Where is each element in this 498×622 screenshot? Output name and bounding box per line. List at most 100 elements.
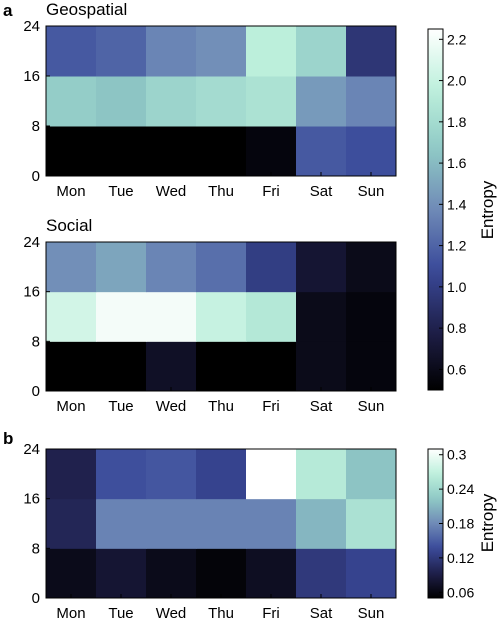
heatmap-social: 0 8 16 24 Mon Tue Wed Thu Fri Sat Sun bbox=[23, 234, 397, 415]
heatmap-cell bbox=[96, 341, 147, 392]
heatmap-cell bbox=[196, 291, 247, 342]
y-tick-label: 0 bbox=[32, 168, 40, 185]
x-tick-label: Sun bbox=[358, 398, 385, 415]
heatmap-cell bbox=[296, 291, 347, 342]
heatmap-cell bbox=[196, 449, 247, 500]
heatmap-cell bbox=[346, 126, 397, 177]
colorbar-a-label: Entropy bbox=[478, 180, 497, 239]
heatmap-cell bbox=[46, 126, 97, 177]
x-tick-label: Wed bbox=[156, 183, 187, 200]
heatmap-cell bbox=[46, 76, 97, 127]
x-tick-label: Thu bbox=[208, 605, 234, 622]
x-tick-label: Thu bbox=[208, 398, 234, 415]
heatmap-cell bbox=[46, 498, 97, 549]
heatmap-cell bbox=[146, 498, 197, 549]
heatmap-cell bbox=[196, 126, 247, 177]
heatmap-cell bbox=[246, 291, 297, 342]
colorbar-tick-label: 0.6 bbox=[447, 361, 467, 377]
colorbar-a: 0.6 0.8 1.0 1.2 1.4 1.6 1.8 2.0 2.2 bbox=[427, 28, 467, 391]
colorbar-tick-label: 1.6 bbox=[447, 155, 467, 171]
x-tick-label: Mon bbox=[56, 183, 85, 200]
x-tick-label: Sun bbox=[358, 605, 385, 622]
heatmap-geospatial: 0 8 16 24 Mon Tue Wed Thu Fri Sat Sun bbox=[23, 18, 397, 200]
heatmap-cell bbox=[246, 126, 297, 177]
colorbar-tick-label: 1.2 bbox=[447, 238, 467, 254]
y-tick-label: 8 bbox=[32, 118, 40, 135]
heatmap-cell bbox=[146, 291, 197, 342]
heatmap-cell bbox=[146, 242, 197, 293]
x-tick-label: Tue bbox=[108, 398, 133, 415]
y-tick-label: 8 bbox=[32, 540, 40, 557]
heatmap-cell bbox=[146, 76, 197, 127]
heatmap-cell bbox=[96, 498, 147, 549]
heatmap-cell bbox=[46, 291, 97, 342]
heatmap-cell bbox=[46, 242, 97, 293]
colorbar-tick-label: 1.4 bbox=[447, 196, 467, 212]
heatmap-cell bbox=[46, 449, 97, 500]
heatmap-cell bbox=[46, 26, 97, 77]
colorbar-tick-label: 0.24 bbox=[447, 481, 474, 497]
colorbar-tick-label: 0.3 bbox=[447, 447, 467, 463]
heatmap-cell bbox=[346, 498, 397, 549]
x-tick-label: Fri bbox=[262, 605, 280, 622]
colorbar-gradient bbox=[427, 28, 444, 391]
y-tick-label: 0 bbox=[32, 590, 40, 607]
x-tick-label: Tue bbox=[108, 183, 133, 200]
heatmap-cell bbox=[246, 341, 297, 392]
heatmap-cell bbox=[196, 341, 247, 392]
heatmap-cell bbox=[96, 126, 147, 177]
colorbar-tick-label: 2.2 bbox=[447, 31, 467, 47]
x-tick-label: Wed bbox=[156, 398, 187, 415]
heatmap-cell bbox=[146, 26, 197, 77]
heatmap-cell bbox=[246, 76, 297, 127]
heatmap-cell bbox=[96, 548, 147, 599]
y-tick-label: 0 bbox=[32, 383, 40, 400]
heatmap-cell bbox=[296, 242, 347, 293]
x-tick-label: Wed bbox=[156, 605, 187, 622]
heatmap-cell bbox=[196, 498, 247, 549]
heatmap-cell bbox=[96, 449, 147, 500]
heatmap-cell bbox=[296, 498, 347, 549]
heatmap-cell bbox=[196, 242, 247, 293]
heatmap-cell bbox=[46, 341, 97, 392]
colorbar-tick-label: 0.06 bbox=[447, 584, 474, 600]
heatmap-cell bbox=[96, 242, 147, 293]
heatmap-cell bbox=[246, 449, 297, 500]
heatmap-cell bbox=[246, 26, 297, 77]
heatmap-cell bbox=[146, 126, 197, 177]
heatmap-cell bbox=[146, 341, 197, 392]
heatmap-cell bbox=[346, 242, 397, 293]
panel-title-geospatial: Geospatial bbox=[46, 0, 127, 19]
heatmap-cell bbox=[46, 548, 97, 599]
colorbar-tick-label: 0.18 bbox=[447, 516, 474, 532]
colorbar-tick-label: 0.8 bbox=[447, 320, 467, 336]
y-tick-label: 24 bbox=[23, 441, 40, 458]
heatmap-cell bbox=[146, 449, 197, 500]
heatmap-cell bbox=[96, 26, 147, 77]
heatmap-cell bbox=[346, 26, 397, 77]
colorbar-tick-label: 1.0 bbox=[447, 279, 467, 295]
heatmap-b: 0 8 16 24 Mon Tue Wed Thu Fri Sat Sun bbox=[23, 441, 397, 622]
heatmap-cell bbox=[196, 26, 247, 77]
heatmap-cell bbox=[296, 548, 347, 599]
heatmap-cell bbox=[346, 76, 397, 127]
heatmap-cell bbox=[296, 76, 347, 127]
x-tick-label: Mon bbox=[56, 605, 85, 622]
x-tick-label: Sat bbox=[310, 605, 333, 622]
x-tick-label: Sat bbox=[310, 398, 333, 415]
heatmap-cell bbox=[346, 291, 397, 342]
y-tick-label: 16 bbox=[23, 491, 40, 508]
heatmap-cell bbox=[196, 548, 247, 599]
x-tick-label: Fri bbox=[262, 398, 280, 415]
heatmap-cell bbox=[296, 341, 347, 392]
colorbar-b: 0.06 0.12 0.18 0.24 0.3 bbox=[427, 447, 474, 600]
y-tick-label: 24 bbox=[23, 18, 40, 35]
heatmap-cell bbox=[346, 548, 397, 599]
heatmap-cell bbox=[346, 449, 397, 500]
heatmap-cell bbox=[296, 126, 347, 177]
heatmap-cell bbox=[246, 242, 297, 293]
heatmap-cell bbox=[296, 449, 347, 500]
x-tick-label: Thu bbox=[208, 183, 234, 200]
x-tick-label: Sun bbox=[358, 183, 385, 200]
